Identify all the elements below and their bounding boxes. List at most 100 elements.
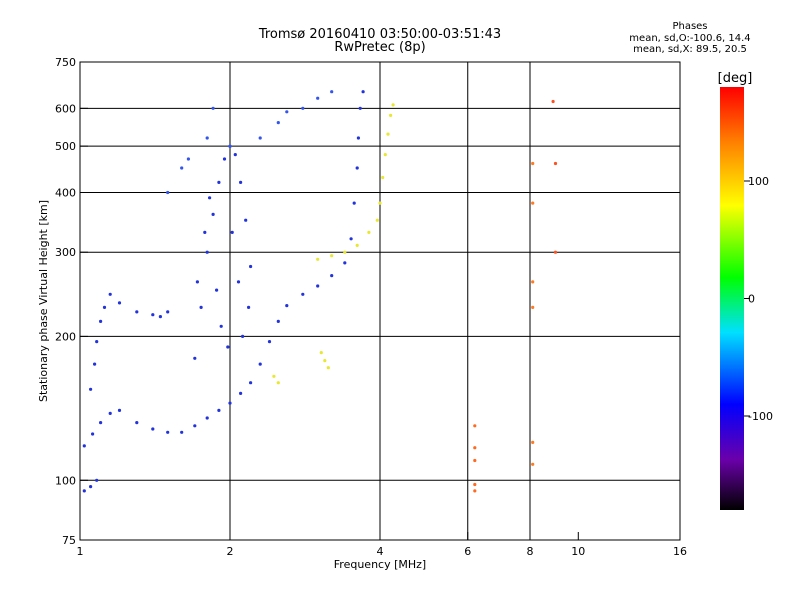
y-tick-label: 750 <box>55 56 76 69</box>
scatter-point <box>99 319 103 323</box>
scatter-point <box>356 136 360 140</box>
phase-o-stats: mean, sd,O:-100.6, 14.4 <box>629 33 751 44</box>
y-tick-label: 500 <box>55 140 76 153</box>
scatter-point <box>367 230 371 234</box>
scatter-point <box>352 201 356 205</box>
x-tick-label: 10 <box>571 545 585 558</box>
scatter-point <box>247 305 251 309</box>
x-tick-label: 6 <box>464 545 471 558</box>
scatter-point <box>258 136 262 140</box>
scatter-point <box>239 180 243 184</box>
scatter-point <box>95 478 99 482</box>
scatter-point <box>319 351 323 355</box>
scatter-point <box>151 427 155 431</box>
scatter-point <box>217 408 221 412</box>
scatter-point <box>233 153 237 157</box>
scatter-point <box>195 280 199 284</box>
scatter-point <box>205 416 209 420</box>
scatter-point <box>217 180 221 184</box>
scatter-point <box>343 250 347 254</box>
scatter-point <box>228 401 232 405</box>
scatter-point <box>330 274 334 278</box>
scatter-point <box>258 362 262 366</box>
scatter-point <box>473 446 477 450</box>
scatter-point <box>276 381 280 385</box>
scatter-point <box>285 110 289 114</box>
phase-legend-title: Phases <box>672 21 708 32</box>
scatter-point <box>473 489 477 493</box>
scatter-point <box>531 201 535 205</box>
scatter-point <box>276 121 280 125</box>
scatter-point <box>89 485 93 489</box>
scatter-point <box>249 381 253 385</box>
scatter-point <box>193 356 197 360</box>
scatter-point <box>91 432 95 436</box>
scatter-point <box>276 319 280 323</box>
scatter-point <box>205 136 209 140</box>
y-tick-label: 400 <box>55 186 76 199</box>
scatter-point <box>355 243 359 247</box>
y-axis-title: Stationary phase Virtual Height [km] <box>37 200 50 402</box>
scatter-point <box>93 362 97 366</box>
scatter-point <box>551 99 555 104</box>
scatter-point <box>82 444 86 448</box>
colorbar-tick-label: -100 <box>748 410 773 423</box>
colorbar <box>720 87 744 510</box>
scatter-point <box>531 305 535 309</box>
colorbar-unit-label: [deg] <box>718 71 753 86</box>
scatter-point <box>389 113 393 117</box>
scatter-point <box>166 310 170 314</box>
scatter-point <box>326 366 330 370</box>
scatter-point <box>553 161 558 166</box>
scatter-point <box>355 166 359 170</box>
scatter-point <box>203 230 207 234</box>
scatter-point <box>211 106 215 110</box>
scatter-point <box>531 462 535 466</box>
scatter-point <box>301 106 305 110</box>
y-tick-label: 75 <box>62 534 76 547</box>
scatter-point <box>349 237 353 241</box>
scatter-point <box>249 264 253 269</box>
scatter-point <box>383 153 387 157</box>
x-tick-label: 16 <box>673 545 687 558</box>
scatter-point <box>361 90 365 94</box>
x-tick-label: 1 <box>77 545 84 558</box>
scatter-point <box>95 340 99 344</box>
scatter-point <box>316 284 320 288</box>
scatter-point <box>323 359 327 363</box>
scatter-point <box>531 440 535 444</box>
scatter-point <box>236 280 241 284</box>
scatter-point <box>180 166 184 170</box>
scatter-point <box>82 489 86 493</box>
scatter-point <box>222 157 227 161</box>
scatter-point <box>301 292 305 296</box>
scatter-point <box>166 430 170 434</box>
scatter-point <box>378 201 382 205</box>
scatter-point <box>285 304 289 308</box>
scatter-point <box>226 345 230 349</box>
scatter-point <box>473 458 477 463</box>
scatter-point <box>553 250 558 254</box>
scatter-point <box>158 315 162 319</box>
scatter-point <box>199 305 203 309</box>
scatter-point <box>267 340 272 344</box>
scatter-point <box>375 218 379 222</box>
scatter-point <box>241 334 245 338</box>
y-tick-label: 300 <box>55 246 76 259</box>
scatter-point <box>151 313 155 317</box>
x-axis-title: Frequency [MHz] <box>334 558 426 571</box>
scatter-point <box>102 305 107 309</box>
x-tick-label: 4 <box>377 545 384 558</box>
colorbar-tick-label: 100 <box>748 175 769 188</box>
colorbar-tick-label: 0 <box>748 293 755 306</box>
scatter-point <box>330 254 334 258</box>
colorbar-tick-labels: -100 0 100 <box>744 175 773 423</box>
scatter-point <box>473 424 477 428</box>
scatter-point <box>117 408 122 412</box>
grid-lines <box>80 62 680 540</box>
scatter-point <box>135 421 139 425</box>
scatter-point <box>180 430 184 434</box>
data-points <box>82 90 558 493</box>
y-tick-label: 100 <box>55 474 76 487</box>
